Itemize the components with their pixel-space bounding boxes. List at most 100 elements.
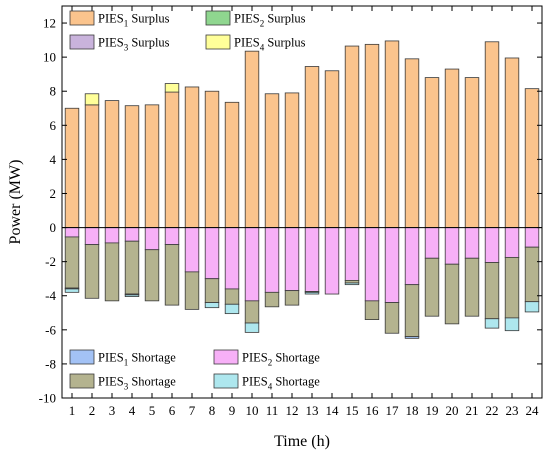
bar-s1-h11 xyxy=(264,93,280,228)
bar-h3-h17 xyxy=(384,302,400,334)
bar-h3-h23 xyxy=(504,256,520,319)
y-tick-label: 8 xyxy=(50,84,57,99)
x-tick-label: 13 xyxy=(306,403,319,418)
x-tick-label: 8 xyxy=(209,403,216,418)
bar-s4-h6 xyxy=(164,83,180,93)
bar-h2-h11 xyxy=(264,227,280,293)
y-tick-label: 6 xyxy=(50,118,57,133)
y-axis-title: Power (MW) xyxy=(7,160,24,245)
legend-label-s2: PIES2 Surplus xyxy=(234,12,306,29)
x-tick-label: 22 xyxy=(486,403,499,418)
bar-h2-h14 xyxy=(324,227,340,295)
bar-s1-h8 xyxy=(204,90,220,228)
y-tick-label: -4 xyxy=(45,288,56,303)
bar-h2-h6 xyxy=(164,227,180,246)
bar-s1-h17 xyxy=(384,40,400,228)
legend-label-h3: PIES3 Shortage xyxy=(98,375,176,392)
bar-h2-h4 xyxy=(124,227,140,242)
legend-swatch-h2 xyxy=(213,349,239,365)
bar-h4-h8 xyxy=(204,302,220,309)
bar-h3-h20 xyxy=(444,263,460,325)
bar-s1-h12 xyxy=(284,92,300,228)
bar-h3-h12 xyxy=(284,290,300,306)
x-tick-label: 10 xyxy=(246,403,259,418)
x-tick-label: 17 xyxy=(386,403,400,418)
x-tick-label: 24 xyxy=(526,403,540,418)
bar-s4-h2 xyxy=(84,93,100,106)
bar-h3-h5 xyxy=(144,249,160,302)
bar-h2-h18 xyxy=(404,227,420,286)
bar-h3-h19 xyxy=(424,257,440,317)
bar-h1-h18 xyxy=(404,336,420,339)
bar-s1-h7 xyxy=(184,86,200,228)
bar-h3-h3 xyxy=(104,242,120,302)
y-tick-label: -6 xyxy=(45,322,56,337)
legend-swatch-s3 xyxy=(69,34,95,50)
bar-s1-h18 xyxy=(404,58,420,228)
bar-h3-h22 xyxy=(484,262,500,320)
bar-s1-h16 xyxy=(364,43,380,228)
x-tick-label: 12 xyxy=(286,403,299,418)
x-tick-label: 1 xyxy=(69,403,76,418)
bar-h4-h9 xyxy=(224,303,240,315)
bar-s1-h19 xyxy=(424,77,440,228)
bar-h2-h2 xyxy=(84,227,100,246)
y-tick-label: 4 xyxy=(50,152,57,167)
legend-label-s4: PIES4 Surplus xyxy=(234,36,306,53)
legend-swatch-s1 xyxy=(69,10,95,26)
bar-h2-h5 xyxy=(144,227,160,251)
bar-h2-h7 xyxy=(184,227,200,273)
bar-s1-h9 xyxy=(224,101,240,228)
bar-h3-h18 xyxy=(404,284,420,338)
x-tick-label: 9 xyxy=(229,403,236,418)
x-tick-label: 20 xyxy=(446,403,459,418)
bar-s1-h1 xyxy=(64,107,80,228)
x-tick-label: 14 xyxy=(326,403,340,418)
legend-label-s3: PIES3 Surplus xyxy=(98,36,170,53)
legend-label-h1: PIES1 Shortage xyxy=(98,351,176,368)
bar-s1-h14 xyxy=(324,70,340,228)
bar-h2-h15 xyxy=(344,227,360,281)
bar-h3-h9 xyxy=(224,288,240,305)
x-tick-label: 23 xyxy=(506,403,519,418)
legend-swatch-h4 xyxy=(213,373,239,389)
bar-s1-h5 xyxy=(144,104,160,228)
bar-h4-h24 xyxy=(524,301,540,313)
bar-s1-h10 xyxy=(244,50,260,228)
y-tick-label: -8 xyxy=(45,356,56,371)
bar-h2-h20 xyxy=(444,227,460,265)
bar-h4-h15 xyxy=(344,282,360,286)
bar-s1-h15 xyxy=(344,45,360,228)
bar-h4-h10 xyxy=(244,322,260,333)
bar-h3-h24 xyxy=(524,246,540,303)
bar-h2-h8 xyxy=(204,227,220,280)
y-tick-label: 10 xyxy=(43,50,56,65)
x-tick-label: 15 xyxy=(346,403,359,418)
x-tick-label: 6 xyxy=(169,403,176,418)
bar-h4-h4 xyxy=(124,294,140,297)
legend-swatch-s4 xyxy=(205,34,231,50)
bar-s1-h22 xyxy=(484,41,500,228)
bar-h3-h1 xyxy=(64,236,80,289)
bar-h3-h6 xyxy=(164,244,180,306)
x-tick-label: 16 xyxy=(366,403,380,418)
x-tick-label: 4 xyxy=(129,403,136,418)
x-tick-label: 18 xyxy=(406,403,419,418)
legend-layer: PIES1 Surplus PIES2 Surplus PIES3 Surplus P… xyxy=(69,10,320,392)
bar-h2-h3 xyxy=(104,227,120,244)
bar-s1-h23 xyxy=(504,57,520,228)
bar-s1-h2 xyxy=(84,104,100,228)
bar-s1-h13 xyxy=(304,66,320,228)
bar-h2-h19 xyxy=(424,227,440,259)
legend-swatch-h1 xyxy=(69,349,95,365)
x-tick-label: 11 xyxy=(266,403,279,418)
bar-s1-h4 xyxy=(124,105,140,228)
bar-h2-h10 xyxy=(244,227,260,302)
bar-h3-h2 xyxy=(84,244,100,299)
y-tick-label: 0 xyxy=(50,220,57,235)
y-tick-label: -2 xyxy=(45,254,56,269)
legend-label-s1: PIES1 Surplus xyxy=(98,12,170,29)
y-tick-label: 2 xyxy=(50,186,57,201)
